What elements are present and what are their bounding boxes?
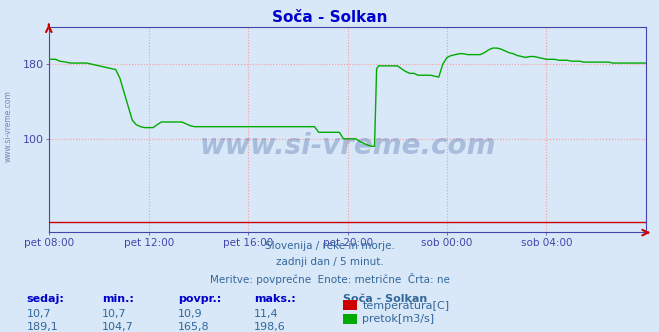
Text: 10,9: 10,9 — [178, 309, 202, 319]
Text: Soča - Solkan: Soča - Solkan — [272, 10, 387, 25]
Text: 104,7: 104,7 — [102, 322, 134, 332]
Text: Slovenija / reke in morje.: Slovenija / reke in morje. — [264, 241, 395, 251]
Text: www.si-vreme.com: www.si-vreme.com — [200, 132, 496, 160]
Text: povpr.:: povpr.: — [178, 294, 221, 304]
Text: 198,6: 198,6 — [254, 322, 285, 332]
Text: Soča - Solkan: Soča - Solkan — [343, 294, 427, 304]
Text: Meritve: povprečne  Enote: metrične  Črta: ne: Meritve: povprečne Enote: metrične Črta:… — [210, 273, 449, 285]
Text: temperatura[C]: temperatura[C] — [362, 301, 449, 311]
Text: 10,7: 10,7 — [102, 309, 127, 319]
Text: min.:: min.: — [102, 294, 134, 304]
Text: sedaj:: sedaj: — [26, 294, 64, 304]
Text: 11,4: 11,4 — [254, 309, 278, 319]
Text: 10,7: 10,7 — [26, 309, 51, 319]
Text: pretok[m3/s]: pretok[m3/s] — [362, 314, 434, 324]
Text: zadnji dan / 5 minut.: zadnji dan / 5 minut. — [275, 257, 384, 267]
Text: www.si-vreme.com: www.si-vreme.com — [3, 90, 13, 162]
Text: maks.:: maks.: — [254, 294, 295, 304]
Text: 165,8: 165,8 — [178, 322, 210, 332]
Text: 189,1: 189,1 — [26, 322, 58, 332]
